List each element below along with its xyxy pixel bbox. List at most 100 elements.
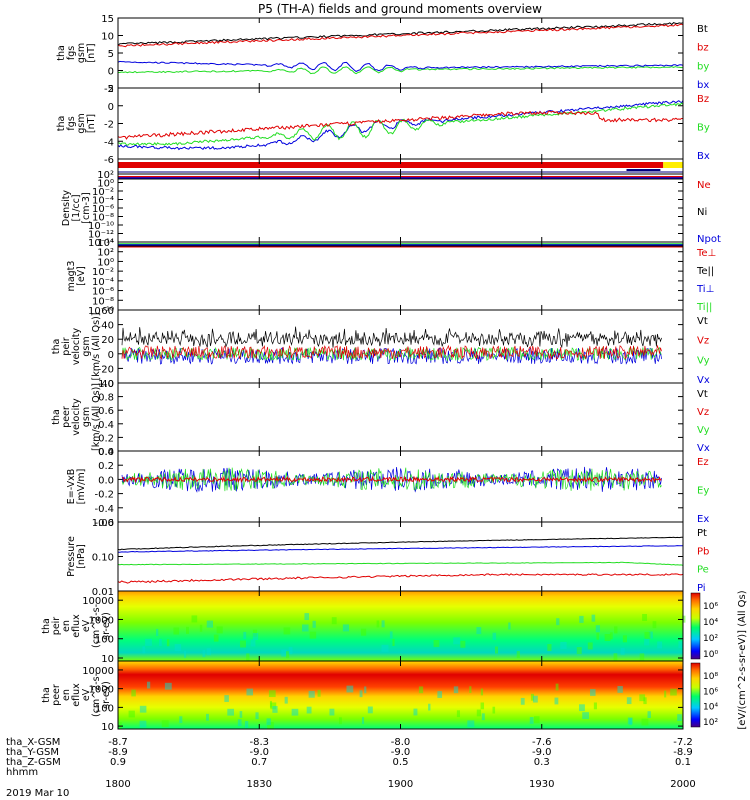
y-tick-label: 100 (95, 703, 114, 714)
y-axis-title-line: Density (61, 190, 72, 226)
y-tick-label: 10² (97, 170, 114, 181)
y-axis-title-line: en (61, 620, 72, 632)
legend-bt: Bt (697, 24, 708, 35)
spectrogram-cell (306, 706, 312, 714)
spectrogram-cell (682, 615, 686, 623)
y-axis-title-line: velocity (71, 328, 82, 366)
spectrogram-cell (237, 719, 242, 727)
spectrogram-cell (547, 644, 552, 652)
spectrogram-cell (142, 646, 146, 654)
legend-ez: Ez (697, 457, 709, 468)
y-tick-label: 10⁻⁴ (92, 277, 114, 288)
spectrogram-cell (145, 638, 152, 646)
y-axis-title-line: [nPa] (76, 544, 87, 569)
spectrogram-cell (629, 718, 632, 726)
y-tick-label: 1.0 (98, 379, 114, 390)
spectrogram-cell (243, 631, 247, 639)
series-pt (117, 536, 683, 551)
legend-by: By (697, 123, 710, 134)
mode-bar-slow (118, 162, 664, 168)
spectrogram-cell (291, 708, 299, 716)
spectrogram-cell (191, 615, 198, 623)
spectrogram-cell (560, 641, 567, 649)
y-tick-label: 0.0 (98, 447, 114, 458)
spectrogram-cell (244, 721, 249, 728)
y-tick-label: 1000 (89, 615, 114, 626)
legend-ne: Ne (697, 180, 711, 191)
y-tick-label: 10 (101, 654, 114, 665)
spectrogram-cell (644, 631, 651, 639)
spectrogram-cell (587, 642, 593, 650)
spectrogram-cell (239, 711, 243, 718)
legend-vt: Vt (697, 389, 708, 400)
y-axis-title: tha peer velocity gsm [km/s (All Qs)] (51, 383, 102, 451)
y-axis-title-line: tha (41, 687, 52, 703)
spectrogram-cell (530, 693, 535, 701)
spectrogram-cell (604, 634, 611, 642)
series-by (118, 66, 684, 75)
time-tick-label: 1900 (388, 779, 413, 790)
spectrogram-cell (453, 686, 459, 694)
colorbar-tick-label: 10⁶ (703, 602, 718, 612)
spectrogram-cell (428, 703, 431, 711)
legend-te: Te⊥ (696, 248, 716, 259)
spectrogram-cell (678, 641, 684, 649)
spectrogram-cell (128, 710, 135, 718)
spectrogram-cell (174, 644, 182, 652)
spectrogram-cell (288, 647, 293, 655)
spectrogram-cell (302, 624, 309, 632)
spectrogram-cell (677, 714, 682, 722)
spectrogram-cell (647, 711, 651, 719)
y-axis-title: tha peir velocity gsm [km/s (All Qs)] (51, 313, 102, 381)
y-tick-label: 10⁻⁴ (92, 196, 114, 207)
time-tick-label: 1830 (247, 779, 272, 790)
spectrogram-cell (367, 706, 373, 714)
spectrogram-cell (492, 632, 497, 640)
y-tick-label: 5 (108, 49, 114, 60)
y-tick-label: 1.00 (92, 518, 114, 529)
y-tick-label: 10⁻¹⁰ (88, 306, 114, 317)
y-tick-label: -6 (104, 155, 114, 166)
y-tick-label: 10⁻⁶ (92, 204, 114, 215)
spectrogram-cell (240, 640, 246, 648)
date-label: 2019 Mar 10 (6, 788, 69, 799)
spectrogram-peer_spec (118, 661, 683, 729)
panel-fgs (117, 17, 684, 89)
y-axis-title-line: eflux (71, 683, 82, 707)
y-tick-label: 0.8 (98, 393, 114, 404)
series-bt (117, 22, 684, 46)
spectrogram-cell (593, 702, 597, 710)
spectrogram-cell (582, 712, 589, 719)
y-tick-label: 0.4 (98, 447, 114, 458)
spectrogram-cell (224, 695, 229, 702)
spectrogram-cell (392, 638, 395, 646)
y-axis-title-line: (cm^2-s- (91, 673, 102, 717)
time-axis-value: -8.9 (108, 747, 128, 758)
y-tick-label: -20 (98, 364, 114, 375)
legend-bz: bz (697, 43, 709, 54)
legend-pi: Pi (697, 583, 706, 594)
y-tick-label: -40 (98, 379, 114, 390)
spectrogram-cell (216, 626, 223, 634)
colorbar-tick-label: 10⁰ (703, 650, 718, 660)
y-axis-title-line: gsm (76, 113, 87, 133)
y-tick-label: 2 (108, 84, 114, 95)
y-axis-title: tha peir en eflux eV (cm^2-s-sr-eV) (41, 604, 112, 648)
spectrogram-cell (381, 644, 389, 652)
legend-pt: Pt (697, 528, 707, 539)
y-tick-label: 0 (108, 350, 114, 361)
spectrogram-cell (495, 646, 499, 654)
colorbar-tick-label: 10² (703, 634, 718, 644)
y-axis-title-line: peer (61, 406, 72, 428)
y-axis-title-line: magt3 (66, 261, 77, 292)
y-tick-label: 10⁻⁶ (92, 287, 114, 298)
y-axis-title-line: gsm (81, 407, 92, 427)
y-axis-title-line: peir (51, 617, 62, 636)
series-pb (117, 573, 684, 584)
y-axis-title: tha peer en eflux eV (cm^2-s-sr-eV) (41, 673, 112, 717)
time-axis-value: -7.6 (532, 737, 552, 748)
y-tick-label: 10000 (82, 666, 114, 677)
y-axis-title-line: tha (56, 45, 67, 61)
y-tick-label: 0.01 (92, 587, 114, 598)
